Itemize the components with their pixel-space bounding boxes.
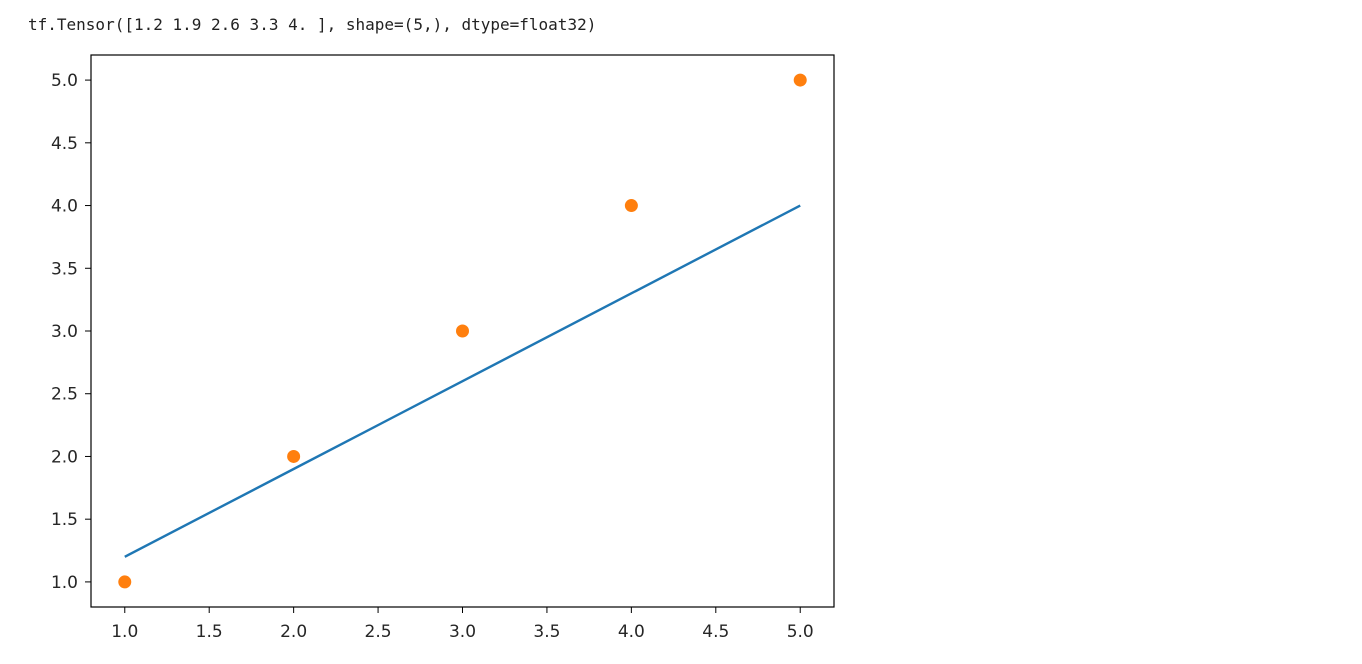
x-tick-label: 4.0 <box>618 622 645 642</box>
scatter-line-chart: 1.0 1.5 2.0 2.5 3.0 3.5 4.0 4.5 5.0 1.0 1.5 2.0 2.5 3… <box>51 54 835 642</box>
y-tick-label: 3.0 <box>51 322 78 342</box>
plot-axes: 1.0 1.5 2.0 2.5 3.0 3.5 4.0 4.5 5.0 1.0 1.5 2.0 2.5 3… <box>51 54 835 642</box>
y-tick-label: 1.5 <box>51 510 78 530</box>
scatter-point <box>287 449 301 463</box>
cell-output-text: tf.Tensor([1.2 1.9 2.6 3.3 4. ], shape=(… <box>28 15 597 34</box>
y-tick-label: 4.0 <box>51 197 78 217</box>
plot-marks <box>118 73 807 589</box>
y-tick-label: 5.0 <box>51 71 78 91</box>
y-tick-label: 3.5 <box>51 259 78 279</box>
y-tick-label: 4.5 <box>51 134 78 154</box>
scatter-point <box>793 73 807 87</box>
x-tick-label: 3.0 <box>449 622 476 642</box>
y-tick-label: 2.0 <box>51 447 78 467</box>
x-tick-label: 2.5 <box>365 622 392 642</box>
x-tick-label: 2.0 <box>280 622 307 642</box>
x-tick-label: 4.5 <box>702 622 729 642</box>
scatter-point <box>118 575 132 589</box>
x-tick-label: 1.5 <box>196 622 223 642</box>
y-tick-label: 2.5 <box>51 385 78 405</box>
scatter-point <box>624 199 638 213</box>
scatter-point <box>456 324 469 338</box>
y-tick-label: 1.0 <box>51 573 78 593</box>
series-line-0 <box>124 204 801 558</box>
x-tick-label: 1.0 <box>111 622 138 642</box>
x-tick-label: 5.0 <box>787 622 814 642</box>
x-tick-label: 3.5 <box>533 622 560 642</box>
